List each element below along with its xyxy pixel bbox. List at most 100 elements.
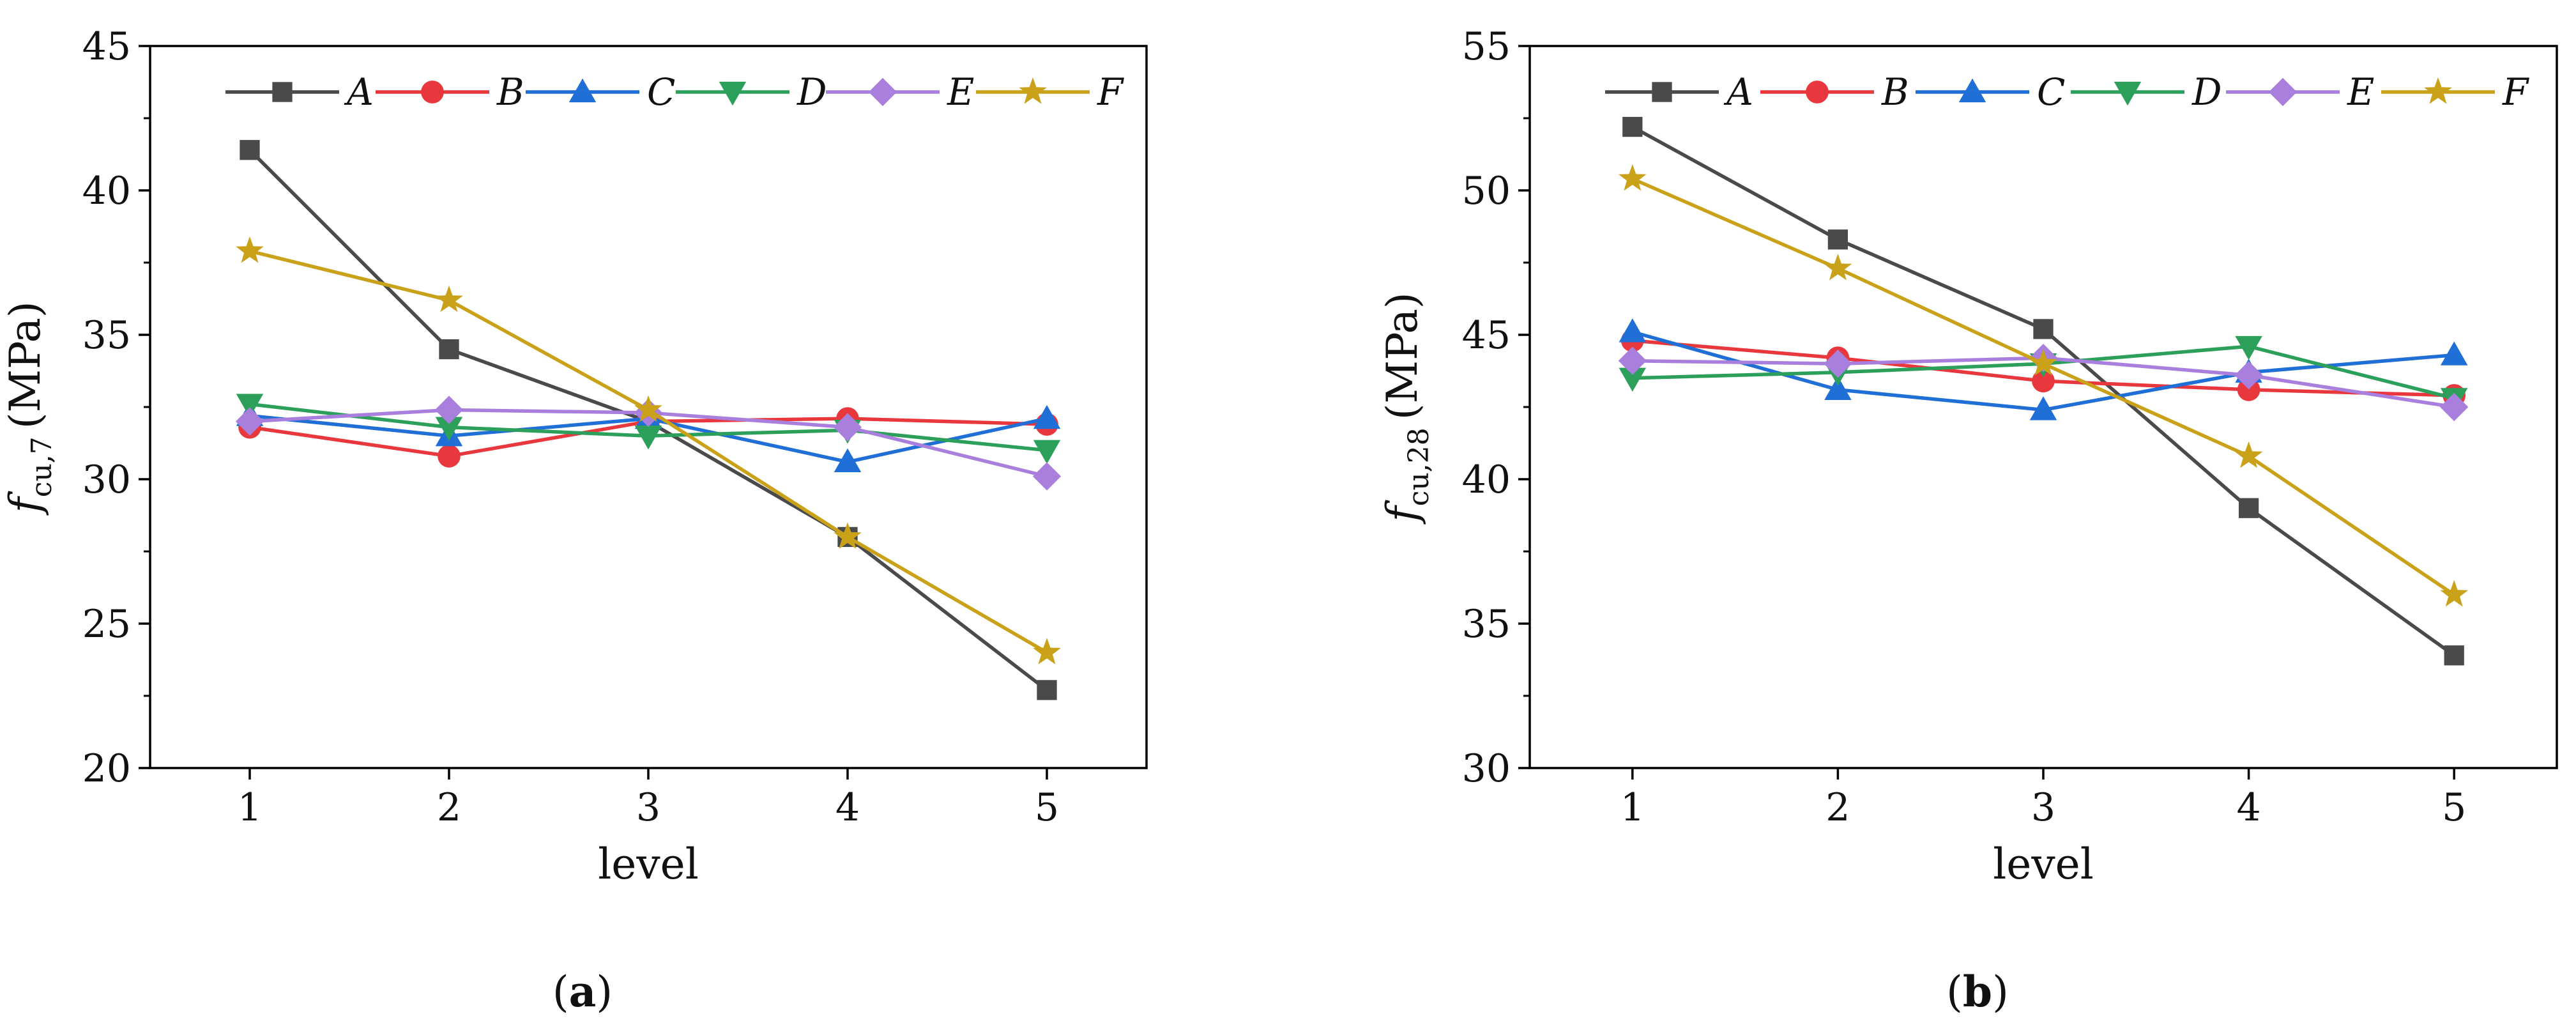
x-tick-label: 3 (636, 785, 660, 830)
data-point-E (235, 407, 264, 436)
data-point-E (1032, 462, 1062, 491)
legend-marker (868, 77, 897, 107)
legend-marker (2424, 77, 2452, 104)
data-point-E (434, 396, 464, 424)
legend-label: D (796, 70, 827, 114)
series-A (1622, 116, 2464, 666)
x-tick-label: 2 (437, 785, 461, 830)
data-point-F (2029, 349, 2057, 376)
panel-label-close: ) (596, 967, 613, 1017)
data-point-E (833, 413, 862, 442)
data-point-E (2234, 361, 2263, 390)
data-point-C (1033, 404, 1061, 429)
data-point-F (834, 522, 862, 549)
legend-item-F: F (976, 70, 1124, 114)
legend-marker (1958, 78, 1986, 103)
legend-item-E: E (826, 70, 974, 114)
y-axis-unit: (MPa) (1, 301, 50, 429)
legend-marker (421, 81, 444, 104)
legend-item-E: E (2226, 70, 2374, 114)
data-point-A (240, 140, 260, 160)
y-axis-title: fcu,7(MPa) (1, 301, 58, 516)
legend-label: C (2037, 70, 2065, 114)
data-point-A (2444, 645, 2464, 666)
y-tick-label: 35 (82, 313, 131, 358)
legend-marker (272, 82, 293, 102)
legend-item-C: C (526, 70, 675, 114)
legend-label: B (496, 70, 524, 114)
y-tick-label: 45 (82, 24, 131, 69)
data-point-F (1824, 254, 1852, 281)
x-tick-label: 3 (2031, 785, 2055, 830)
x-tick-label: 5 (2442, 785, 2466, 830)
x-tick-label: 4 (2237, 785, 2261, 830)
legend-label: B (1881, 70, 1909, 114)
data-point-F (2440, 580, 2468, 607)
y-tick-label: 40 (82, 169, 131, 213)
legend-label: D (2191, 70, 2222, 114)
y-tick-label: 40 (1462, 457, 1511, 502)
legend-label: F (2502, 70, 2529, 114)
legend: A B C D E F (225, 70, 1124, 114)
data-point-F (236, 236, 264, 263)
x-tick-label: 1 (238, 785, 262, 830)
data-point-D (1619, 367, 1647, 392)
data-point-F (435, 285, 463, 312)
legend: A B C D E F (1605, 70, 2529, 114)
panel-label-letter: b (1963, 967, 1992, 1017)
x-axis-title: level (598, 840, 699, 889)
y-tick-label: 30 (1462, 746, 1511, 791)
legend-item-A: A (225, 70, 374, 114)
data-point-C (1824, 376, 1852, 401)
legend-marker (1652, 82, 1672, 102)
data-point-C (2029, 396, 2057, 420)
x-tick-label: 5 (1035, 785, 1059, 830)
panel-label: (a) (553, 967, 613, 1017)
data-point-E (1824, 350, 1852, 378)
legend-label: E (2347, 70, 2374, 114)
x-tick-label: 4 (835, 785, 860, 830)
y-tick-label: 30 (82, 457, 131, 502)
series-F (1619, 164, 2468, 607)
y-tick-label: 55 (1462, 24, 1511, 69)
panel-label: (b) (1946, 967, 2009, 1017)
legend-marker (1806, 81, 1829, 104)
panel-label-close: ) (1992, 967, 2009, 1017)
data-point-A (1622, 116, 1643, 137)
legend-item-A: A (1605, 70, 1753, 114)
legend-label: C (647, 70, 675, 114)
data-point-C (834, 448, 862, 473)
legend-label: F (1097, 70, 1124, 114)
x-tick-label: 2 (1825, 785, 1850, 830)
data-point-D (2235, 335, 2262, 360)
legend-label: A (1723, 70, 1753, 114)
data-point-E (1618, 346, 1647, 375)
x-tick-label: 1 (1620, 785, 1645, 830)
y-tick-label: 20 (82, 746, 131, 791)
data-point-E (2440, 392, 2469, 422)
panel-label-open: ( (553, 967, 569, 1017)
data-point-A (439, 339, 459, 360)
panel-label-letter: a (569, 967, 597, 1017)
legend-marker (568, 78, 597, 103)
data-point-C (1619, 318, 1647, 342)
legend-label: E (947, 70, 974, 114)
y-tick-label: 35 (1462, 602, 1511, 647)
data-point-D (634, 426, 662, 450)
data-point-D (1033, 440, 1061, 465)
y-tick-label: 25 (82, 602, 131, 647)
legend-marker (719, 81, 747, 106)
legend-marker (1019, 77, 1047, 104)
y-axis-title: fcu,28(MPa) (1378, 292, 1435, 525)
legend-item-D: D (676, 70, 827, 114)
data-point-A (2238, 498, 2259, 518)
legend-item-C: C (1916, 70, 2065, 114)
legend-item-D: D (2071, 70, 2222, 114)
data-point-A (1827, 229, 1848, 250)
data-point-B (438, 444, 461, 468)
data-point-B (2032, 369, 2055, 393)
y-tick-label: 45 (1462, 313, 1511, 358)
